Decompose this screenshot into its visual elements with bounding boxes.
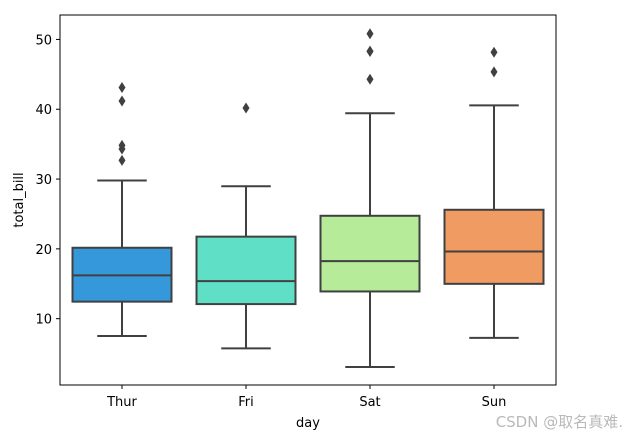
box <box>443 208 545 285</box>
box-group-thur <box>71 82 173 338</box>
x-tick-label: Thur <box>106 395 137 410</box>
box <box>319 214 421 293</box>
outlier-point <box>366 45 374 57</box>
y-tick-label: 40 <box>35 103 52 118</box>
outlier-point <box>118 154 126 166</box>
box <box>195 235 297 306</box>
box-group-sun <box>443 46 545 339</box>
outlier-point <box>118 95 126 107</box>
outlier-point <box>118 82 126 94</box>
x-tick-label: Sun <box>482 395 507 410</box>
plot-area <box>60 15 556 385</box>
outlier-point <box>118 139 126 151</box>
y-tick-label: 20 <box>35 243 52 258</box>
x-tick-label: Sat <box>359 395 380 410</box>
outlier-point <box>242 102 250 114</box>
outlier-point <box>366 28 374 40</box>
x-axis-label: day <box>296 416 320 431</box>
outlier-point <box>366 73 374 85</box>
outlier-point <box>490 66 498 78</box>
outlier-point <box>490 46 498 58</box>
chart-marks <box>71 28 545 369</box>
y-tick-label: 50 <box>35 33 52 48</box>
chart-axes: 10 20 30 40 50 Thur Fri Sat Sun <box>35 33 506 410</box>
box-group-fri <box>195 102 297 350</box>
watermark: CSDN @取名真难. <box>495 413 623 431</box>
y-tick-label: 10 <box>35 313 52 328</box>
y-tick-label: 30 <box>35 173 52 188</box>
y-axis-label: total_bill <box>12 172 27 227</box>
plot-frame <box>59 14 557 386</box>
x-tick-label: Fri <box>238 395 254 410</box>
box-group-sat <box>319 28 421 369</box>
